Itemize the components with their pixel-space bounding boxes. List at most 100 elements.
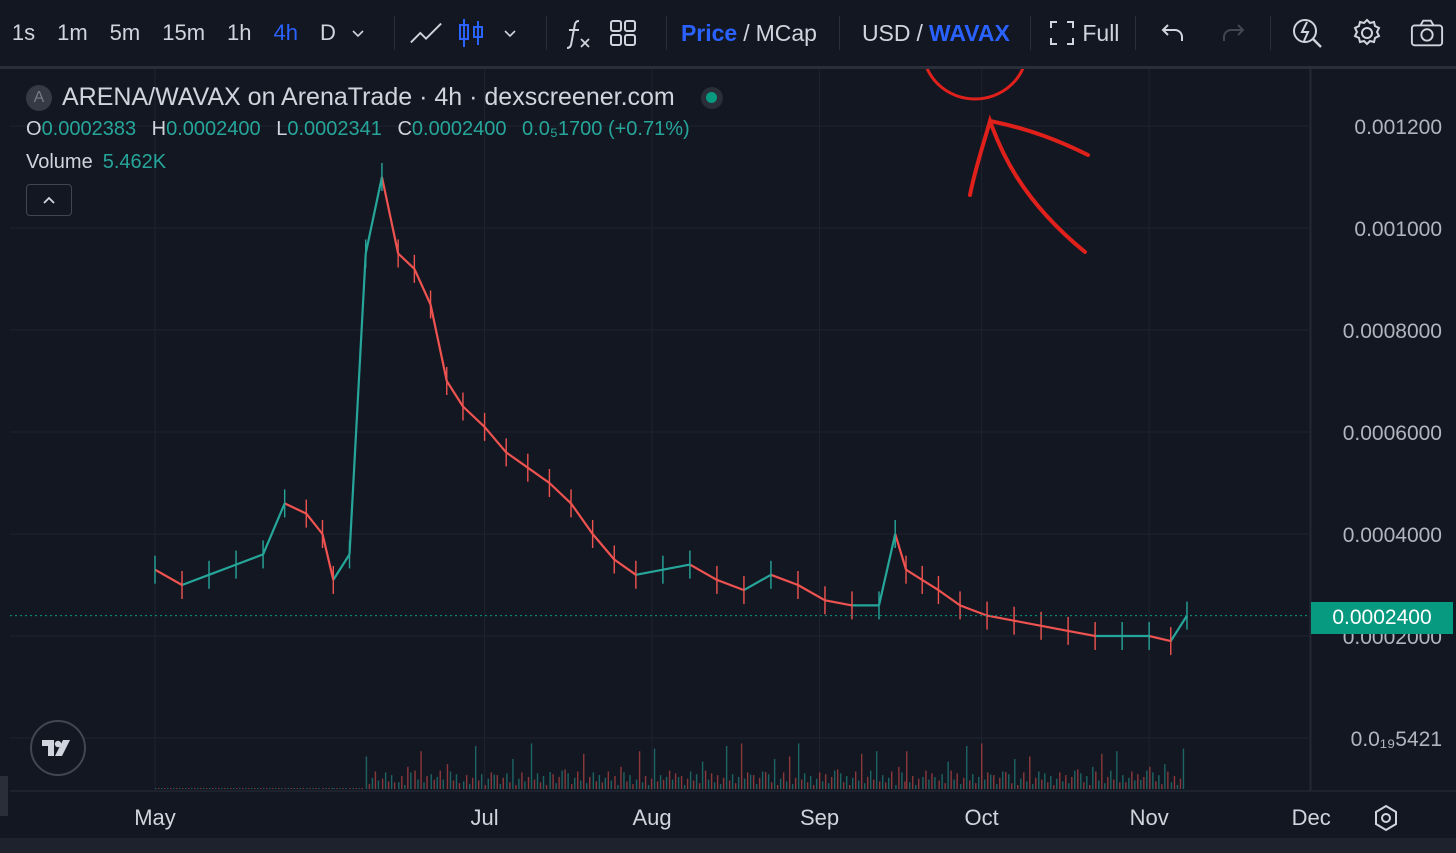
volume-bar [290,788,293,789]
y-tick-label: 0.0₁₉5421 [1351,728,1442,751]
volume-bar [194,788,196,789]
tradingview-logo-icon[interactable] [30,720,86,776]
price-line-segment [743,573,772,592]
open-value: 0.0002383 [41,118,137,140]
layout-grid-icon[interactable] [606,16,640,50]
volume-bar [1074,770,1076,789]
timeframe-1s[interactable]: 1s [11,20,36,45]
volume-bar [254,788,256,789]
volume-bar [536,773,539,789]
volume-bar [455,774,458,789]
x-tick-label: May [134,805,176,830]
price-line-segment [937,589,961,607]
volume-bar [567,773,569,789]
volume-bar [509,782,511,789]
volume-bar [293,788,296,789]
volume-bar [533,779,536,789]
volume-bar [764,772,767,789]
volume-bar [272,788,274,789]
collapse-legend-button[interactable] [26,184,72,216]
price-chart[interactable]: 0.001200 0.001000 0.0008000 0.0006000 0.0004… [0,69,1456,853]
fullscreen-icon[interactable] [1045,16,1079,50]
timeframe-15m[interactable]: 15m [162,20,206,45]
volume-bar [891,771,893,789]
full-button[interactable]: Full [1082,19,1120,46]
chevron-down-icon[interactable] [348,16,368,50]
indicators-icon[interactable] [561,16,595,50]
timeframe-5m[interactable]: 5m [109,20,141,45]
volume-bar [296,788,299,789]
volume-bar [848,785,851,789]
alert-icon[interactable] [1290,16,1324,50]
volume-bar [583,753,585,789]
axis-settings-icon[interactable] [1370,802,1402,834]
volume-bar [791,784,794,789]
line-tool-icon[interactable] [409,16,443,50]
price-line-segment [462,405,486,428]
volume-bar [665,776,668,789]
chart-area[interactable]: 0.001200 0.001000 0.0008000 0.0006000 0.0004… [0,69,1456,853]
price-toggle[interactable]: Price [680,19,738,46]
volume-bar [209,788,211,789]
volume-bar [686,778,689,789]
volume-bar [515,785,517,789]
toolbar-divider [545,16,547,50]
price-line-segment [445,380,464,408]
volume-bar [1098,780,1100,789]
volume-bar [1170,782,1173,789]
volume-bar [641,782,644,789]
volume-bar [842,782,845,789]
volume-bar [398,782,400,789]
x-tick-label: Dec [1292,805,1331,830]
volume-bar [978,776,980,789]
price-line-segment [986,614,1015,622]
price-line-segment [548,482,572,505]
mcap-toggle[interactable]: MCap [755,19,817,46]
volume-bar [845,776,848,789]
volume-bar [638,751,641,789]
volume-bar [653,748,656,789]
volume-bar [230,788,232,789]
volume-bar [677,777,680,789]
redo-icon[interactable] [1216,16,1250,50]
camera-icon[interactable] [1410,16,1444,50]
volume-bar [674,773,677,789]
toolbar-divider [1029,16,1031,50]
y-tick-label: 0.0006000 [1343,422,1442,445]
volume-bar [815,778,818,789]
price-line-segment [770,573,799,587]
timeframe-1h[interactable]: 1h [227,20,252,45]
timeframe-d[interactable]: D [319,20,336,45]
price-line-segment [527,466,551,484]
volume-bar [839,773,842,789]
volume-bar [827,783,830,789]
volume-bar [236,788,238,789]
volume-bar [1173,776,1176,789]
usd-toggle[interactable]: USD [861,19,911,46]
price-line-segment [1040,624,1069,632]
volume-bar [647,785,650,789]
volume-bar [490,772,492,789]
volume-bar [371,777,374,789]
volume-bar [626,781,628,789]
volume-bar [442,779,444,789]
chart-type-chevron-icon[interactable] [500,16,520,50]
volume-bar [767,774,770,789]
volume-bar [493,774,495,789]
volume-bar [851,777,854,789]
undo-icon[interactable] [1156,16,1190,50]
price-line-segment [824,599,853,607]
timeframe-4h[interactable]: 4h [273,20,298,45]
volume-bar [601,782,604,789]
wavax-toggle[interactable]: WAVAX [928,19,1010,46]
volume-bar [595,781,598,789]
collapse-sidebar-handle[interactable] [0,776,8,816]
chart-legend: A ARENA/WAVAX on ArenaTrade · 4h · dexsc… [26,83,723,216]
timeframe-1m[interactable]: 1m [57,20,88,45]
volume-bar [468,784,471,789]
candles-icon[interactable] [455,16,489,50]
volume-bar [956,773,958,789]
volume-bar [863,783,866,789]
volume-bar [433,779,435,789]
settings-gear-icon[interactable] [1350,16,1384,50]
